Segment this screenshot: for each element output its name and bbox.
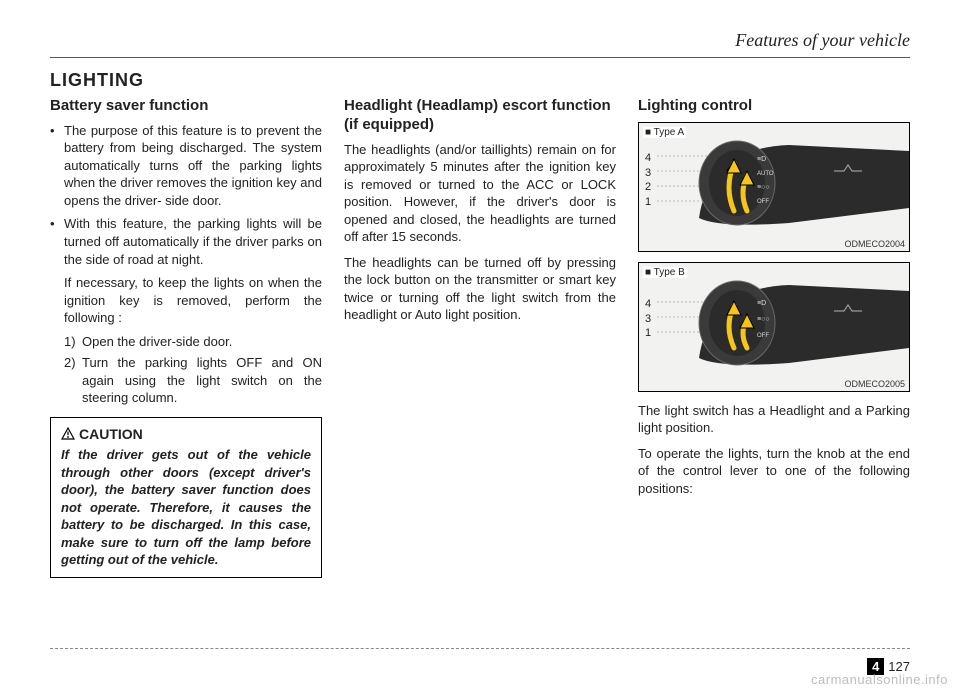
section-title: Features of your vehicle	[735, 30, 910, 50]
columns: Battery saver function • The purpose of …	[50, 97, 910, 578]
num-text: Open the driver-side door.	[82, 333, 322, 351]
caution-heading: CAUTION	[61, 426, 311, 442]
column-1: Battery saver function • The purpose of …	[50, 97, 322, 578]
bullet-marker: •	[50, 215, 64, 268]
caution-label: CAUTION	[79, 426, 143, 442]
col3-p1: The light switch has a Headlight and a P…	[638, 402, 910, 437]
svg-text:≡D: ≡D	[757, 156, 766, 163]
figure-type-b: ■ Type B 4 3 1 ≡D ≡○○ OFF	[638, 262, 910, 392]
col2-p1: The headlights (and/or taillights) remai…	[344, 141, 616, 246]
watermark: carmanualsonline.info	[811, 672, 948, 687]
footer-separator	[50, 648, 910, 649]
col3-subhead: Lighting control	[638, 97, 910, 116]
col2-subhead: Headlight (Headlamp) escort function (if…	[344, 97, 616, 135]
fig-code: ODMECO2005	[844, 379, 905, 389]
col3-p2: To operate the lights, turn the knob at …	[638, 445, 910, 498]
caution-body: If the driver gets out of the vehicle th…	[61, 446, 311, 569]
column-2: Headlight (Headlamp) escort function (if…	[344, 97, 616, 578]
num-marker: 1)	[64, 333, 82, 351]
bullet-item: • The purpose of this feature is to prev…	[50, 122, 322, 210]
caution-icon	[61, 427, 75, 441]
svg-text:AUTO: AUTO	[757, 171, 774, 177]
numbered-item: 1) Open the driver-side door.	[64, 333, 322, 351]
col1-subhead: Battery saver function	[50, 97, 322, 116]
bullet-text: With this feature, the parking lights wi…	[64, 215, 322, 268]
stalk-illustration: ≡D ≡○○ OFF	[639, 263, 910, 392]
numbered-item: 2) Turn the parking lights OFF and ON ag…	[64, 354, 322, 407]
caution-box: CAUTION If the driver gets out of the ve…	[50, 417, 322, 578]
svg-text:≡○○: ≡○○	[757, 184, 770, 191]
column-3: Lighting control ■ Type A 4 3 2 1	[638, 97, 910, 578]
bullet-marker: •	[50, 122, 64, 210]
num-marker: 2)	[64, 354, 82, 407]
bullet-item: • With this feature, the parking lights …	[50, 215, 322, 268]
svg-text:OFF: OFF	[757, 333, 769, 339]
fig-code: ODMECO2004	[844, 239, 905, 249]
section-heading: LIGHTING	[50, 70, 910, 91]
figure-type-a: ■ Type A 4 3 2 1	[638, 122, 910, 252]
svg-text:≡D: ≡D	[757, 300, 766, 307]
page-header: Features of your vehicle	[50, 30, 910, 58]
svg-text:OFF: OFF	[757, 199, 769, 205]
col2-p2: The headlights can be turned off by pres…	[344, 254, 616, 324]
bullet-continuation: If necessary, to keep the lights on when…	[64, 274, 322, 327]
bullet-text: The purpose of this feature is to preven…	[64, 122, 322, 210]
svg-text:≡○○: ≡○○	[757, 316, 770, 323]
num-text: Turn the parking lights OFF and ON again…	[82, 354, 322, 407]
stalk-illustration: ≡D AUTO ≡○○ OFF	[639, 123, 910, 252]
